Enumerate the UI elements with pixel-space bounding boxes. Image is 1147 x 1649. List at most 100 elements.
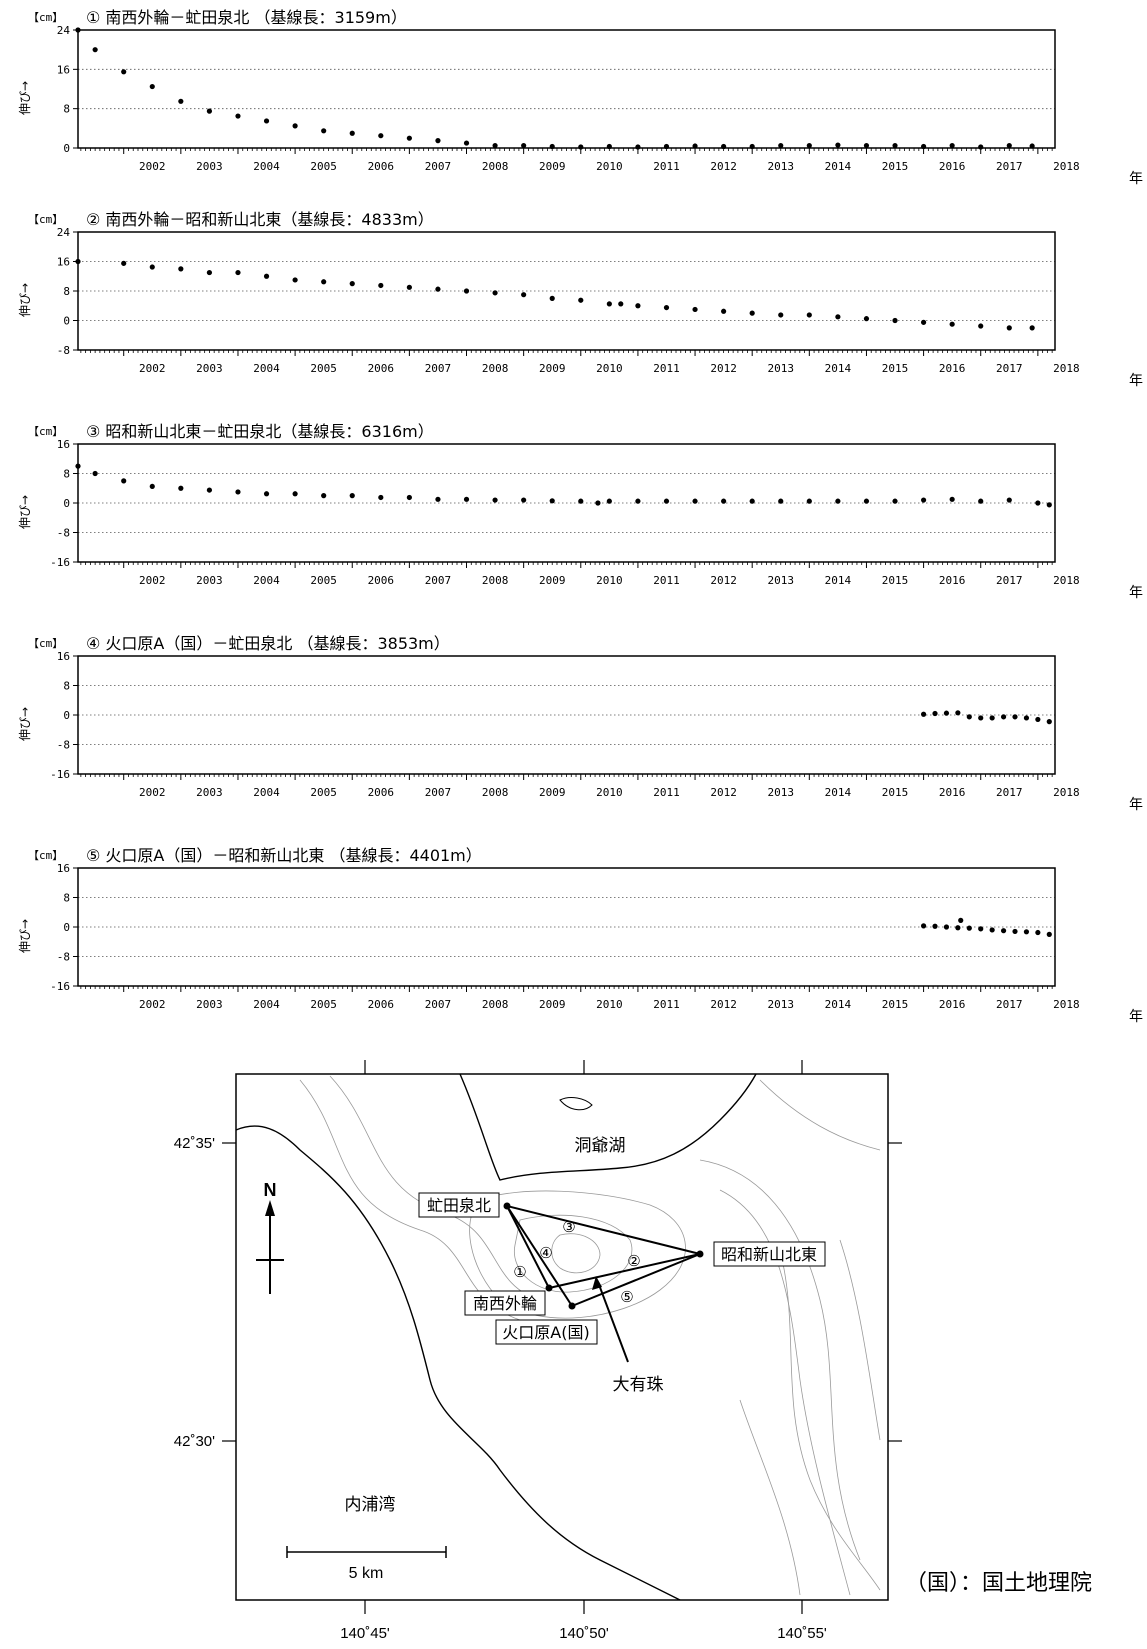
x-tick-label: 2003 <box>196 362 223 375</box>
x-tick-label: 2010 <box>596 160 623 173</box>
unit-label: 【cm】 <box>28 425 64 438</box>
lat-label: 42˚30' <box>174 1433 215 1450</box>
y-tick-label: 16 <box>57 63 70 76</box>
data-point <box>920 319 927 325</box>
x-tick-label: 2009 <box>539 998 566 1011</box>
plot-frame <box>77 867 1056 987</box>
chart-panel-3: 【cm】 ③ 昭和新山北東－虻田泉北（基線長：6316m） 伸び→ 年 16 8 0… <box>0 414 1147 624</box>
data-point <box>721 143 727 150</box>
data-point <box>920 497 927 503</box>
y-tick-label: 16 <box>57 438 70 451</box>
y-tick-label: 0 <box>63 142 70 155</box>
x-tick-label: 2002 <box>139 786 166 799</box>
data-point <box>1046 931 1052 937</box>
data-point <box>835 142 841 148</box>
y-tick-label: -8 <box>57 527 70 540</box>
panel-title: ⑤ 火口原A（国）－昭和新山北東 （基線長：4401m） <box>86 846 482 865</box>
x-tick-label: 2006 <box>368 362 395 375</box>
data-point <box>578 297 584 303</box>
x-tick-label: 2008 <box>482 362 509 375</box>
mountain-pointer <box>597 1281 629 1363</box>
data-point <box>235 269 241 276</box>
station-label: 虻田泉北 <box>427 1196 491 1215</box>
x-tick-label: 2016 <box>939 160 966 173</box>
data-point <box>521 497 527 503</box>
data-point <box>635 498 641 504</box>
data-point <box>892 317 898 324</box>
data-point <box>75 258 81 265</box>
x-tick-label: 2004 <box>253 362 280 375</box>
y-tick-label: -16 <box>50 980 70 993</box>
y-tick-label: 16 <box>57 650 70 663</box>
x-tick-label: 2009 <box>539 362 566 375</box>
x-tick-label: 2012 <box>710 160 737 173</box>
data-point <box>121 478 127 484</box>
chart-plot: 16 8 0 -8 -16 2002 2003 2004 2005 2006 2007 2008 200… <box>50 650 1080 799</box>
x-tick-label: 2003 <box>196 998 223 1011</box>
data-point <box>463 288 470 294</box>
lake-label: 洞爺湖 <box>575 1136 626 1156</box>
data-point <box>463 140 470 146</box>
x-tick-label: 2007 <box>425 998 452 1011</box>
data-point <box>292 123 298 129</box>
data-point <box>521 292 527 298</box>
y-tick-label: 8 <box>63 680 70 693</box>
x-tick-label: 2008 <box>482 574 509 587</box>
data-point <box>549 143 555 150</box>
panel-title: ④ 火口原A（国）－虻田泉北 （基線長：3853m） <box>86 634 450 653</box>
data-point <box>663 498 670 504</box>
x-tick-label: 2014 <box>825 786 852 799</box>
station-box <box>713 1241 826 1267</box>
x-tick-label: 2017 <box>996 574 1023 587</box>
x-tick-label: 2004 <box>253 786 280 799</box>
data-point <box>932 923 938 929</box>
data-point <box>492 142 498 149</box>
panel-title: ① 南西外輪－虻田泉北 （基線長：3159m） <box>86 8 407 27</box>
data-point <box>943 924 950 930</box>
lake-shore <box>459 1073 757 1181</box>
data-point <box>235 489 241 495</box>
data-point <box>263 491 270 497</box>
station-markers <box>503 1202 704 1310</box>
chart-panel-4: 【cm】 ④ 火口原A（国）－虻田泉北 （基線長：3853m） 伸び→ 年 16… <box>0 626 1147 836</box>
mountain-arrowhead-icon <box>592 1276 602 1290</box>
data-point <box>75 27 81 33</box>
baseline-mark: ④ <box>539 1244 552 1262</box>
data-point <box>549 498 555 504</box>
data-point <box>121 69 127 75</box>
data-point <box>75 463 81 469</box>
plot-frame <box>77 29 1056 149</box>
y-tick-label: -8 <box>57 344 70 357</box>
data-point <box>321 493 327 499</box>
chart-panel-2: 【cm】 ② 南西外輪－昭和新山北東（基線長：4833m） 伸び→ 年 24 16… <box>0 202 1147 412</box>
x-tick-label: 2005 <box>310 160 337 173</box>
scale-bar <box>286 1546 447 1558</box>
baseline-mark: ③ <box>562 1218 575 1236</box>
chart-panel-1: 【cm】 ① 南西外輪－虻田泉北 （基線長：3159m） 伸び→ 年 24 16 8… <box>0 0 1147 210</box>
x-tick-label: 2017 <box>996 362 1023 375</box>
data-point <box>349 281 355 287</box>
x-tick-label: 2013 <box>768 786 795 799</box>
baseline-mark: ① <box>513 1263 526 1281</box>
data-point <box>692 306 698 313</box>
data-point <box>721 498 727 504</box>
data-point <box>978 498 984 504</box>
data-point <box>492 290 498 296</box>
data-point <box>966 714 972 720</box>
data-point <box>321 128 327 134</box>
y-tick-label: 8 <box>63 285 70 298</box>
north-arrow-icon <box>256 1200 284 1294</box>
x-tick-label: 2018 <box>1053 362 1080 375</box>
data-point <box>806 498 812 504</box>
data-point <box>121 260 127 266</box>
x-tick-label: 2015 <box>882 362 909 375</box>
x-tick-label: 2011 <box>653 574 680 587</box>
data-point <box>606 301 612 307</box>
location-map: 42˚35' 42˚30' 140˚45' 140˚50' 140˚55' N … <box>174 1060 902 1642</box>
x-tick-label: 2003 <box>196 786 223 799</box>
chart-plot: 16 8 0 -8 -16 2002 2003 2004 2005 2006 2007 2008 200… <box>50 438 1080 587</box>
north-label: N <box>264 1180 277 1200</box>
unit-label: 【cm】 <box>28 213 64 226</box>
x-tick-label: 2015 <box>882 786 909 799</box>
x-tick-label: 2004 <box>253 160 280 173</box>
